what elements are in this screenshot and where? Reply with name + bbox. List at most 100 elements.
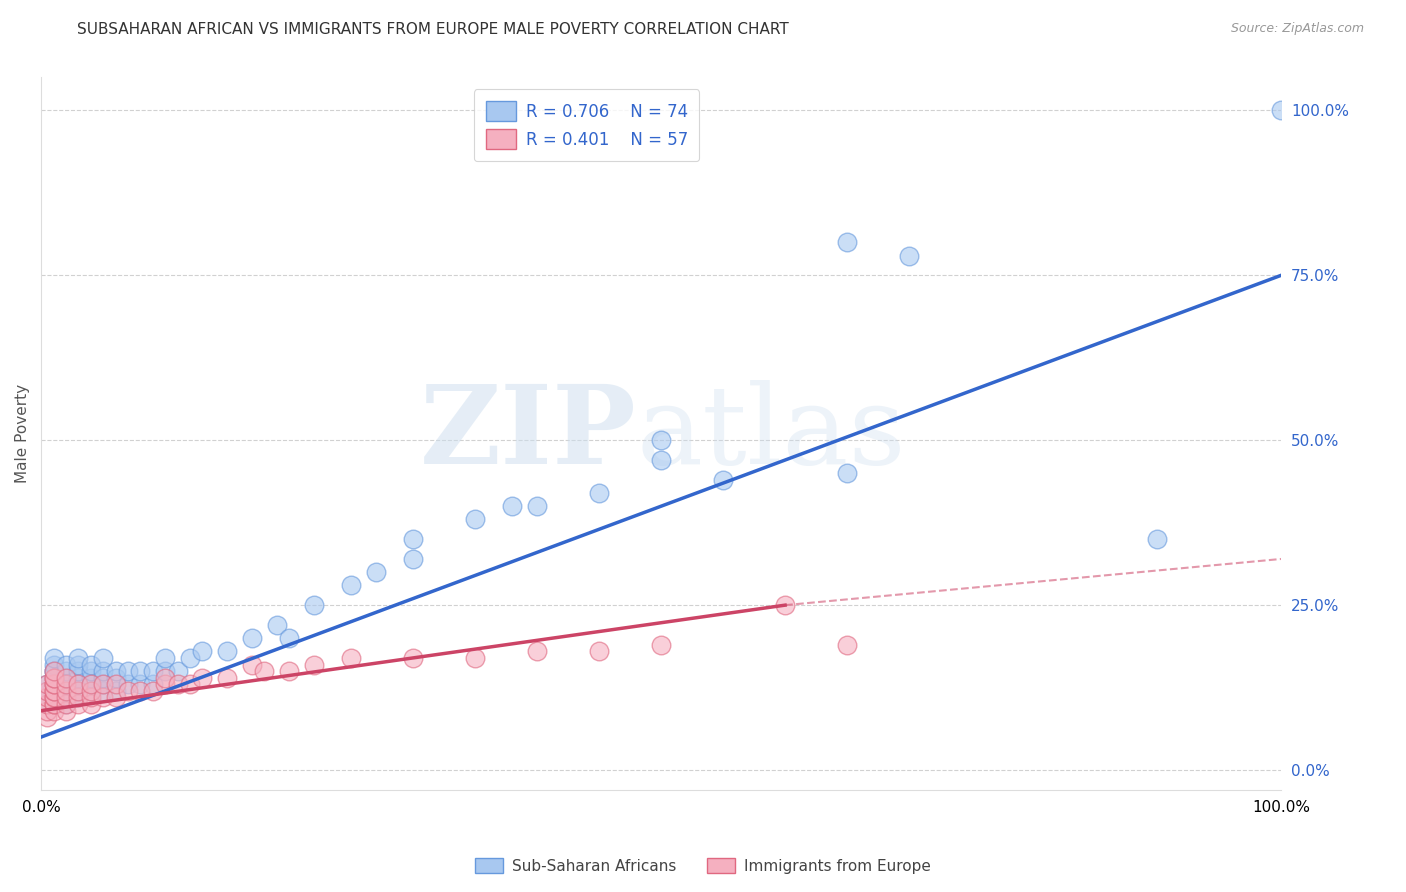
Y-axis label: Male Poverty: Male Poverty [15, 384, 30, 483]
Point [117, 684, 139, 698]
Point [80, 697, 103, 711]
Point [37, 704, 59, 718]
Point [117, 677, 139, 691]
Point [1146, 532, 1168, 546]
Point [191, 644, 214, 658]
Point [55, 677, 77, 691]
Point [142, 684, 165, 698]
Point [42, 671, 65, 685]
Point [42, 671, 65, 685]
Point [37, 710, 59, 724]
Point [364, 565, 387, 579]
Point [464, 512, 486, 526]
Point [67, 664, 90, 678]
Point [67, 684, 90, 698]
Point [42, 677, 65, 691]
Point [55, 704, 77, 718]
Text: Source: ZipAtlas.com: Source: ZipAtlas.com [1230, 22, 1364, 36]
Point [588, 644, 610, 658]
Point [42, 697, 65, 711]
Point [91, 671, 114, 685]
Point [526, 644, 548, 658]
Point [650, 638, 672, 652]
Point [402, 651, 425, 665]
Point [55, 690, 77, 705]
Point [67, 684, 90, 698]
Point [42, 677, 65, 691]
Point [340, 578, 363, 592]
Point [42, 664, 65, 678]
Point [42, 704, 65, 718]
Point [464, 651, 486, 665]
Point [55, 684, 77, 698]
Point [278, 664, 301, 678]
Point [42, 684, 65, 698]
Point [42, 657, 65, 672]
Point [80, 684, 103, 698]
Point [80, 684, 103, 698]
Point [835, 467, 858, 481]
Point [42, 651, 65, 665]
Point [80, 671, 103, 685]
Point [42, 664, 65, 678]
Point [153, 677, 176, 691]
Point [142, 664, 165, 678]
Point [42, 671, 65, 685]
Point [402, 532, 425, 546]
Point [80, 690, 103, 705]
Point [55, 664, 77, 678]
Point [129, 684, 152, 698]
Point [91, 684, 114, 698]
Point [55, 697, 77, 711]
Point [1270, 103, 1292, 118]
Point [42, 690, 65, 705]
Point [55, 690, 77, 705]
Point [253, 664, 276, 678]
Point [711, 473, 734, 487]
Text: SUBSAHARAN AFRICAN VS IMMIGRANTS FROM EUROPE MALE POVERTY CORRELATION CHART: SUBSAHARAN AFRICAN VS IMMIGRANTS FROM EU… [77, 22, 789, 37]
Point [302, 598, 325, 612]
Point [773, 598, 796, 612]
Point [91, 651, 114, 665]
Point [80, 657, 103, 672]
Point [67, 677, 90, 691]
Text: ZIP: ZIP [419, 380, 637, 487]
Point [37, 697, 59, 711]
Point [166, 664, 188, 678]
Point [650, 453, 672, 467]
Point [55, 677, 77, 691]
Point [37, 697, 59, 711]
Point [42, 684, 65, 698]
Point [835, 235, 858, 250]
Point [217, 671, 239, 685]
Point [104, 664, 127, 678]
Point [129, 677, 152, 691]
Point [67, 671, 90, 685]
Point [179, 677, 201, 691]
Point [402, 552, 425, 566]
Point [67, 697, 90, 711]
Point [104, 677, 127, 691]
Point [835, 638, 858, 652]
Point [153, 651, 176, 665]
Point [67, 657, 90, 672]
Point [80, 664, 103, 678]
Point [588, 486, 610, 500]
Point [340, 651, 363, 665]
Point [166, 677, 188, 691]
Point [55, 684, 77, 698]
Point [117, 664, 139, 678]
Point [42, 690, 65, 705]
Point [278, 631, 301, 645]
Point [302, 657, 325, 672]
Point [67, 677, 90, 691]
Point [142, 677, 165, 691]
Point [526, 499, 548, 513]
Legend: R = 0.706    N = 74, R = 0.401    N = 57: R = 0.706 N = 74, R = 0.401 N = 57 [474, 89, 700, 161]
Point [104, 684, 127, 698]
Point [501, 499, 523, 513]
Point [55, 671, 77, 685]
Point [80, 677, 103, 691]
Point [91, 664, 114, 678]
Text: atlas: atlas [637, 380, 905, 487]
